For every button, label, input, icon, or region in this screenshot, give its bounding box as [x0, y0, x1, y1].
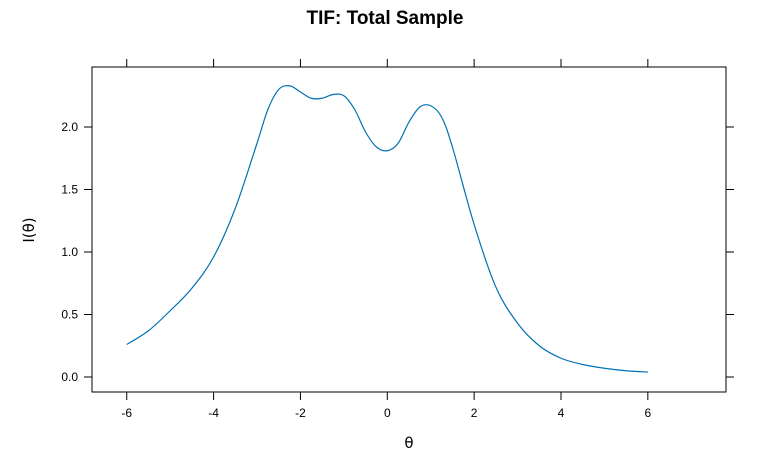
y-axis-label: I(θ): [20, 217, 38, 242]
y-tick-label: 2.0: [61, 120, 78, 134]
x-tick-label: 6: [644, 406, 651, 420]
x-tick-label: -2: [295, 406, 306, 420]
x-tick-label: 2: [471, 406, 478, 420]
x-tick-label: 0: [384, 406, 391, 420]
x-tick-label: 4: [558, 406, 565, 420]
y-tick-label: 0.5: [61, 308, 78, 322]
chart-title: TIF: Total Sample: [307, 8, 464, 29]
x-axis-label: θ: [404, 434, 413, 452]
information-curve: [126, 85, 648, 373]
y-tick-label: 0.0: [61, 370, 78, 384]
plot-frame: [91, 66, 727, 393]
x-axis: -6 -4 -2 0 2 4 6: [121, 59, 651, 420]
y-tick-label: 1.0: [61, 245, 78, 259]
x-tick-label: -6: [121, 406, 132, 420]
y-tick-label: 1.5: [61, 183, 78, 197]
x-tick-label: -4: [208, 406, 219, 420]
y-axis: 0.0 0.5 1.0 1.5 2.0: [61, 120, 734, 384]
